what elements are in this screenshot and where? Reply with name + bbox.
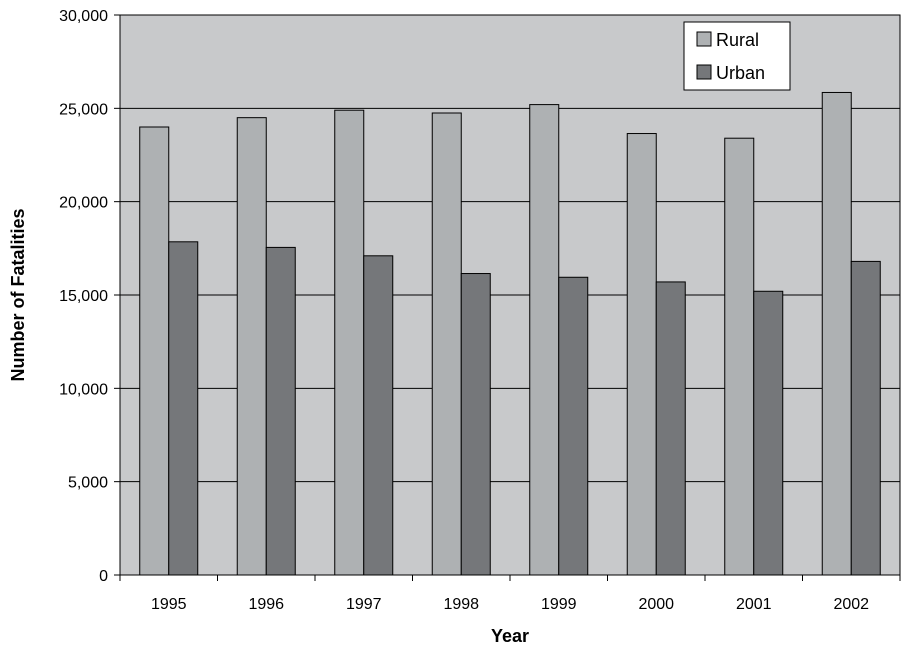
x-axis-title: Year bbox=[491, 626, 529, 646]
bar-rural-2000 bbox=[626, 133, 657, 576]
y-tick-label: 20,000 bbox=[59, 195, 108, 212]
y-tick-label: 0 bbox=[99, 568, 108, 585]
legend-label-rural: Rural bbox=[716, 30, 759, 50]
y-tick-label: 15,000 bbox=[59, 288, 108, 305]
legend-swatch-urban bbox=[696, 64, 712, 80]
bar-rural-2001 bbox=[724, 137, 755, 576]
bar-urban-1995 bbox=[168, 241, 199, 576]
y-tick-label: 10,000 bbox=[59, 381, 108, 398]
bar-urban-1998 bbox=[460, 273, 491, 576]
x-tick-label: 1995 bbox=[151, 596, 187, 613]
x-tick-label: 1998 bbox=[443, 596, 479, 613]
bar-rural-1995 bbox=[139, 126, 170, 576]
x-axis: 1995 1996 1997 1998 1999 2000 2001 2002 bbox=[119, 575, 901, 613]
y-axis: 0 5,000 10,000 15,000 20,000 25,000 30,000 bbox=[59, 8, 120, 585]
x-tick-label: 2002 bbox=[833, 596, 869, 613]
bar-rural-1996 bbox=[236, 117, 267, 576]
bar-urban-2002 bbox=[850, 260, 881, 576]
bars bbox=[139, 91, 881, 576]
x-tick-label: 2000 bbox=[638, 596, 674, 613]
bar-rural-1999 bbox=[529, 104, 560, 576]
bar-rural-1998 bbox=[431, 112, 462, 576]
x-tick-label: 2001 bbox=[736, 596, 772, 613]
bar-urban-1996 bbox=[265, 246, 296, 576]
bar-rural-1997 bbox=[334, 109, 365, 576]
y-tick-label: 30,000 bbox=[59, 8, 108, 25]
y-axis-title: Number of Fatalities bbox=[8, 208, 28, 381]
bar-rural-2002 bbox=[821, 91, 852, 576]
legend-swatch-rural bbox=[696, 31, 712, 47]
bar-urban-1999 bbox=[558, 276, 589, 576]
legend-label-urban: Urban bbox=[716, 63, 765, 83]
x-tick-label: 1997 bbox=[346, 596, 382, 613]
legend: Rural Urban bbox=[683, 21, 791, 91]
y-tick-label: 25,000 bbox=[59, 101, 108, 118]
y-tick-label: 5,000 bbox=[68, 475, 108, 492]
x-tick-label: 1996 bbox=[248, 596, 284, 613]
bar-urban-2001 bbox=[753, 290, 784, 576]
bar-urban-2000 bbox=[655, 281, 686, 576]
x-tick-label: 1999 bbox=[541, 596, 577, 613]
bar-urban-1997 bbox=[363, 255, 394, 576]
